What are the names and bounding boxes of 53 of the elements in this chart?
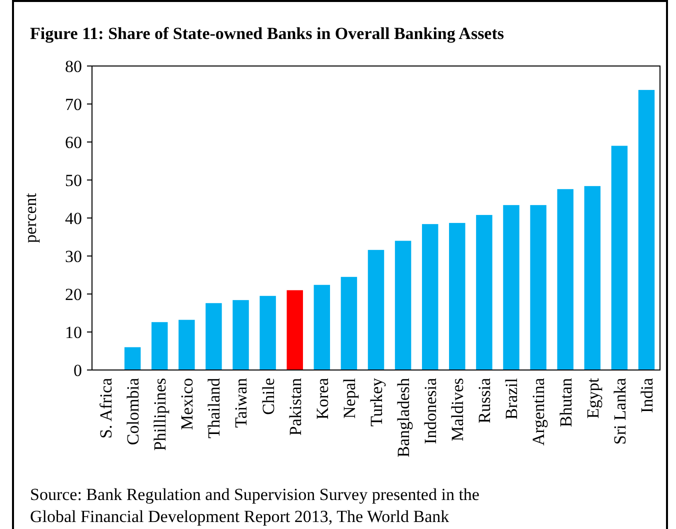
x-tick-label: Nepal bbox=[340, 378, 359, 419]
x-tick-label: Egypt bbox=[583, 378, 602, 419]
bar bbox=[394, 240, 412, 370]
x-tick-label: S. Africa bbox=[96, 378, 116, 438]
bar bbox=[476, 214, 492, 370]
chart-title: Figure 11: Share of State-owned Banks in Overall Banking Assets bbox=[30, 24, 504, 43]
x-tick-label: Phillipines bbox=[150, 378, 170, 451]
y-tick-label: 30 bbox=[65, 246, 82, 266]
x-tick-label: Thailand bbox=[204, 378, 224, 438]
x-tick-label: Colombia bbox=[124, 378, 143, 446]
bar bbox=[178, 320, 195, 370]
x-tick-label: Russia bbox=[475, 378, 494, 424]
y-tick-label: 10 bbox=[65, 322, 82, 342]
y-axis-title: percent bbox=[21, 192, 40, 244]
bar bbox=[638, 90, 655, 370]
y-tick-label: 50 bbox=[65, 170, 82, 190]
bar bbox=[530, 205, 546, 370]
x-tick-label: Argentina bbox=[529, 378, 548, 446]
bar bbox=[584, 186, 600, 370]
bar bbox=[422, 224, 438, 370]
x-tick-label: Chile bbox=[258, 378, 278, 415]
y-tick-label: 20 bbox=[65, 284, 82, 304]
bar bbox=[206, 303, 222, 370]
x-tick-label: Mexico bbox=[178, 378, 197, 430]
y-tick-label: 40 bbox=[65, 208, 82, 228]
bar bbox=[611, 146, 628, 370]
bar bbox=[368, 250, 384, 370]
x-tick-label: Indonesia bbox=[421, 378, 440, 444]
bar bbox=[449, 222, 466, 370]
x-tick-label: Maldives bbox=[448, 378, 468, 442]
bar bbox=[232, 300, 249, 370]
x-tick-label: Sri Lanka bbox=[610, 378, 630, 445]
y-tick-label: 70 bbox=[65, 94, 82, 114]
x-tick-label: Taiwan bbox=[232, 378, 251, 428]
bar bbox=[152, 322, 168, 370]
x-tick-label: India bbox=[637, 378, 656, 413]
x-tick-label: Turkey bbox=[366, 378, 386, 426]
x-tick-label: Korea bbox=[312, 378, 332, 420]
source-note: Source: Bank Regulation and Supervision Survey presented in the Global Financial Development Report 2013, The World Bank bbox=[30, 485, 480, 526]
x-tick-label: Bangladesh bbox=[394, 378, 413, 458]
bar bbox=[557, 189, 574, 370]
y-tick-label: 80 bbox=[65, 56, 82, 76]
bar bbox=[314, 284, 330, 370]
x-tick-label: Pakistan bbox=[286, 378, 305, 436]
bar bbox=[340, 276, 358, 370]
y-tick-label: 60 bbox=[65, 132, 82, 152]
bar bbox=[124, 347, 141, 370]
x-tick-label: Brazil bbox=[502, 378, 522, 420]
bar bbox=[286, 290, 303, 370]
x-tick-label: Bhutan bbox=[556, 378, 576, 428]
bar bbox=[260, 296, 276, 370]
y-tick-label: 0 bbox=[74, 360, 82, 380]
bar bbox=[503, 205, 520, 370]
